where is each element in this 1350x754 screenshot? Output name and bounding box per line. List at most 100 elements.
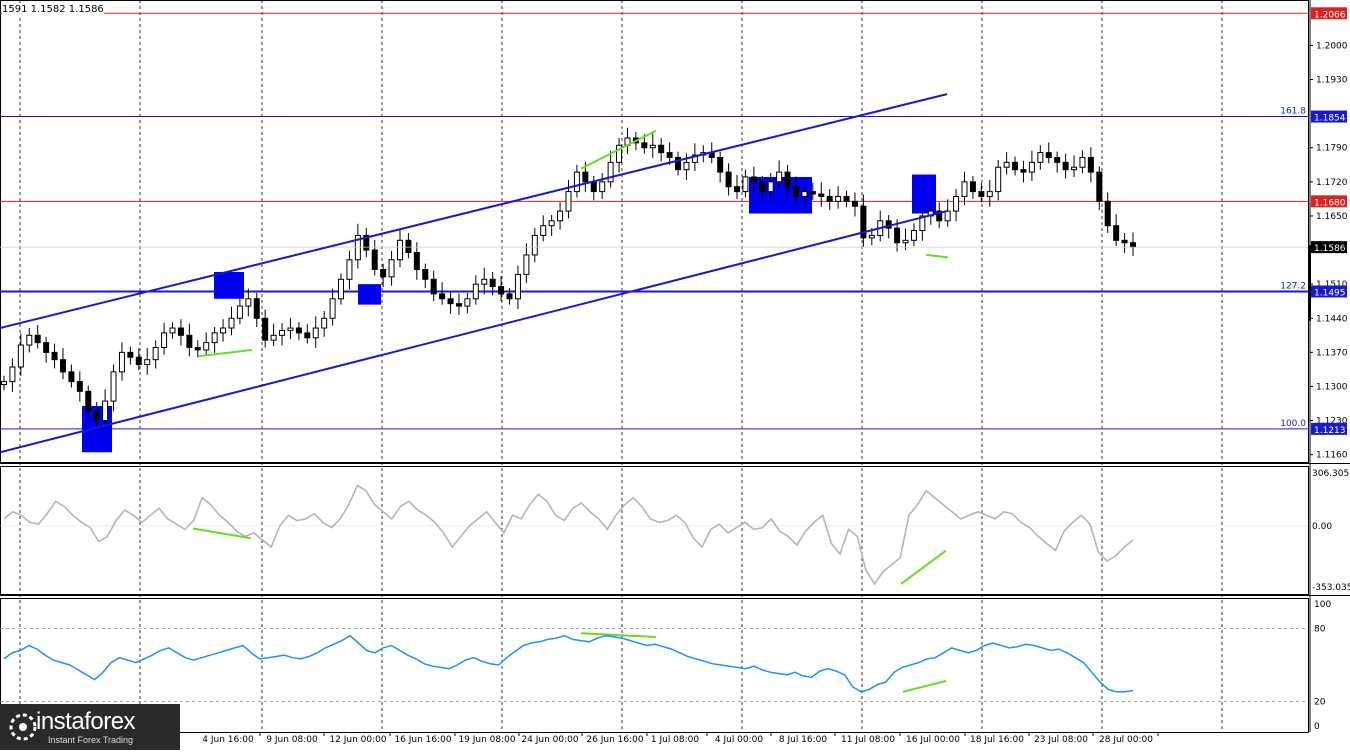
- candle-body: [481, 278, 488, 285]
- candle-body: [1028, 161, 1035, 173]
- price-tick-label: 1.1230: [1316, 417, 1348, 427]
- candle-body: [203, 342, 210, 351]
- candle-body: [986, 191, 993, 197]
- current-price-label: 1.1586: [1314, 244, 1346, 254]
- candle-body: [843, 195, 850, 202]
- candle-body: [742, 176, 749, 193]
- cci-tick-label: 306.3051: [1312, 469, 1350, 479]
- grid: [0, 0, 1350, 733]
- candle-body: [995, 166, 1002, 193]
- horizontal-levels: 161.8 127.2 100.0: [0, 12, 1308, 430]
- candle-body: [186, 334, 193, 349]
- candle-body: [346, 259, 353, 280]
- candle-body: [51, 351, 58, 361]
- candle-body: [93, 410, 100, 422]
- rsi-divergence-line: [902, 679, 947, 693]
- price-tick-label: 1.2000: [1316, 41, 1348, 51]
- candle-body: [287, 327, 294, 331]
- price-tag-label: 1.1680: [1314, 198, 1346, 208]
- candle-body: [557, 210, 564, 222]
- candle-body: [649, 144, 656, 149]
- price-divergence-line: [197, 348, 253, 358]
- candle-body: [76, 381, 83, 392]
- candle-body: [354, 234, 361, 261]
- candle-body: [1045, 152, 1052, 158]
- candle-body: [1062, 161, 1069, 171]
- candle-body: [127, 351, 134, 358]
- candle-body: [523, 254, 530, 275]
- candle-body: [102, 400, 109, 422]
- rsi-indicator: [3, 634, 1134, 693]
- candle-body: [253, 298, 260, 319]
- candle-body: [919, 215, 926, 232]
- candle-body: [144, 359, 151, 366]
- time-tick-label: 16 Jun 16:00: [394, 735, 451, 745]
- candle-body: [936, 210, 943, 222]
- candle-body: [329, 298, 336, 319]
- candle-body: [691, 154, 698, 163]
- logo-brand: instaforex: [36, 708, 136, 735]
- price-tick-label: 1.1790: [1316, 144, 1348, 154]
- rsi-tick-label: 100: [1314, 600, 1331, 610]
- candle-body: [371, 249, 378, 271]
- price-tick-label: 1.1370: [1316, 348, 1348, 358]
- time-tick-label: 24 Jun 00:00: [521, 735, 578, 745]
- candle-body: [514, 273, 521, 300]
- candle-body: [9, 366, 16, 383]
- zones: [82, 174, 936, 453]
- candle-body: [59, 359, 66, 373]
- candle-body: [489, 278, 496, 288]
- candle-body: [658, 144, 665, 154]
- candle-body: [818, 193, 825, 197]
- candle-body: [910, 230, 917, 241]
- candle-body: [1130, 242, 1136, 248]
- candle-body: [177, 327, 184, 336]
- candle-body: [573, 171, 580, 193]
- candle-body: [472, 283, 479, 300]
- price-tick-label: 1.1930: [1316, 76, 1348, 86]
- price-tag: [1311, 110, 1347, 123]
- candle-body: [338, 278, 345, 300]
- rsi-line: [3, 634, 1134, 693]
- candle-body: [439, 293, 446, 300]
- time-tick-label: 11 Jul 08:00: [841, 735, 895, 745]
- current-price-bar: [1308, 245, 1311, 321]
- candle-body: [43, 342, 50, 353]
- candle-body: [776, 171, 783, 183]
- rsi-tick-label: 0: [1314, 722, 1320, 732]
- candle-body: [506, 293, 513, 300]
- candle-body: [1071, 166, 1078, 171]
- price-tick-label: 1.1510: [1316, 280, 1348, 290]
- price-axis: 1.2066 1.2000 1.1930 1.1854 1.1790 1.1720 1.16…: [1308, 0, 1350, 732]
- candle-body: [616, 144, 623, 163]
- price-tag-label: 1.2066: [1314, 10, 1346, 20]
- candle-body: [194, 347, 201, 351]
- candle-body: [312, 327, 319, 339]
- candle-body: [1121, 239, 1128, 244]
- candle-body: [607, 161, 614, 183]
- candle-body: [262, 317, 269, 341]
- price-tag: [1311, 195, 1347, 208]
- time-tick-label: 1 Jul 08:00: [651, 735, 700, 745]
- fib-label: 161.8: [1280, 107, 1306, 117]
- time-tick-label: 8 Jul 16:00: [779, 735, 828, 745]
- candle-body: [565, 191, 572, 212]
- candle-body: [1037, 152, 1044, 163]
- divergence-lines: [192, 129, 949, 693]
- candle-body: [68, 371, 75, 383]
- time-tick-label: 19 Jun 08:00: [458, 735, 515, 745]
- candle-body: [498, 286, 505, 295]
- candle-body: [599, 181, 606, 193]
- signal-box: [214, 271, 244, 299]
- candle-body: [135, 356, 142, 366]
- candle-body: [894, 227, 901, 244]
- candle-body: [26, 334, 33, 346]
- candle-body: [118, 351, 125, 373]
- pane-frame: [0, 0, 1309, 463]
- candle-body: [161, 332, 168, 348]
- price-tick-label: 1.1160: [1316, 451, 1348, 461]
- candlestick-series: [0, 127, 1308, 428]
- candle-body: [228, 317, 235, 329]
